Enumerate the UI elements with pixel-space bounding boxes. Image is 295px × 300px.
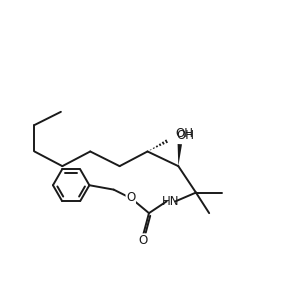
Text: O: O [126,191,135,204]
Text: O: O [138,234,148,247]
Polygon shape [178,144,182,166]
Text: OH: OH [177,129,195,142]
Text: OH: OH [175,127,193,140]
Text: HN: HN [162,195,180,208]
